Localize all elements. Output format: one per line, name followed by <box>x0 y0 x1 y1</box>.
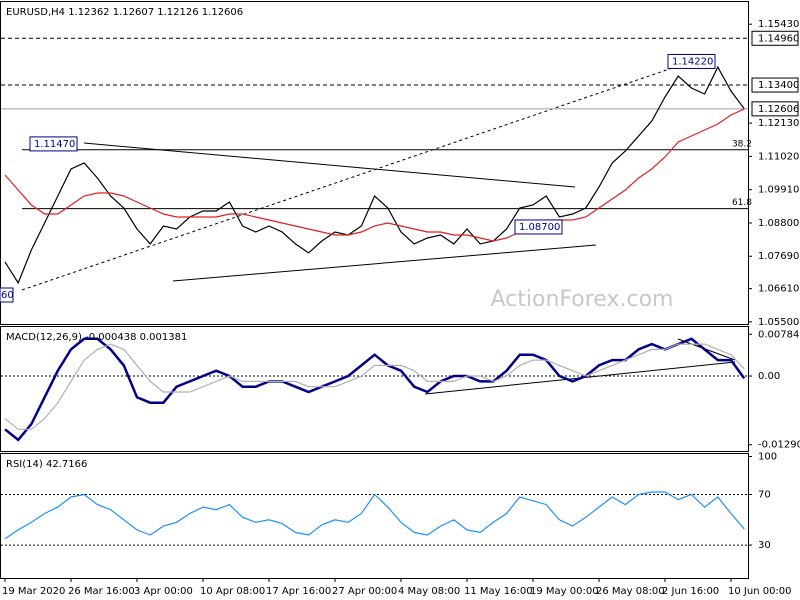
level-label: 1.13400 <box>758 80 799 91</box>
x-tick-label: 17 Apr 16:00 <box>266 586 331 597</box>
series-line <box>4 65 745 285</box>
panel-title: RSI(14) 42.7166 <box>6 459 87 470</box>
level-label-box <box>751 101 799 117</box>
x-tick-label: 26 Mar 16:00 <box>68 586 135 597</box>
x-tick-label: 10 Apr 08:00 <box>200 586 265 597</box>
x-tick-label: 4 May 08:00 <box>398 586 460 597</box>
y-tick-label: 1.08800 <box>758 218 799 229</box>
fib-label: 38.2 <box>732 139 752 149</box>
annotation-box <box>514 219 563 235</box>
series-line <box>4 491 745 540</box>
x-tick-label: 11 May 16:00 <box>464 586 533 597</box>
annotation-label: 1.08700 <box>519 222 560 233</box>
edge-label: 60 <box>1 290 14 301</box>
y-tick-label: 1.11020 <box>758 151 799 162</box>
y-tick-label: 1.09910 <box>758 185 799 196</box>
level-label: 1.14960 <box>758 33 799 44</box>
watermark: ActionForex.com <box>491 287 674 312</box>
series-line <box>4 337 746 442</box>
y-tick-label: 1.06610 <box>758 284 799 295</box>
level-label-box <box>751 77 799 93</box>
macd-frame <box>0 326 749 452</box>
annotation-label: 1.11470 <box>34 139 75 150</box>
main-frame <box>0 1 749 325</box>
x-tick-label: 27 Apr 00:00 <box>332 586 397 597</box>
edge-label-box <box>0 287 14 303</box>
level-label: 1.12606 <box>758 104 799 115</box>
trendline <box>21 61 691 291</box>
level-label-box <box>751 30 799 46</box>
series-line <box>4 343 745 430</box>
y-tick-label: 1.12130 <box>758 118 799 129</box>
y-tick-label: 100 <box>758 452 777 463</box>
y-tick-label: 1.05500 <box>758 317 799 328</box>
y-tick-label: 0.007841 <box>758 329 800 340</box>
x-tick-label: 19 May 00:00 <box>530 586 599 597</box>
panel-title: MACD(12,26,9) -0.000438 0.001381 <box>6 332 187 343</box>
y-tick-label: 1.15430 <box>758 19 799 30</box>
y-tick-label: -0.012906 <box>758 440 800 451</box>
panel-title: EURUSD,H4 1.12362 1.12607 1.12126 1.1260… <box>6 7 243 18</box>
y-tick-label: 70 <box>758 489 771 500</box>
trendline <box>172 244 597 282</box>
x-tick-label: 10 Jun 00:00 <box>728 586 792 597</box>
y-tick-label: 0.00 <box>758 371 780 382</box>
annotation-box <box>667 53 716 69</box>
annotation-label: 1.14220 <box>672 56 713 67</box>
x-tick-label: 19 Mar 2020 <box>2 586 65 597</box>
y-tick-label: 30 <box>758 540 771 551</box>
x-tick-label: 3 Apr 00:00 <box>134 586 193 597</box>
x-tick-label: 2 Jun 16:00 <box>662 586 719 597</box>
annotation-box <box>29 136 78 152</box>
x-tick-label: 26 May 08:00 <box>596 586 665 597</box>
fib-label: 61.8 <box>732 198 752 208</box>
rsi-frame <box>0 453 749 579</box>
trendline <box>83 142 576 188</box>
series-line <box>4 108 745 242</box>
y-tick-label: 1.07690 <box>758 251 799 262</box>
